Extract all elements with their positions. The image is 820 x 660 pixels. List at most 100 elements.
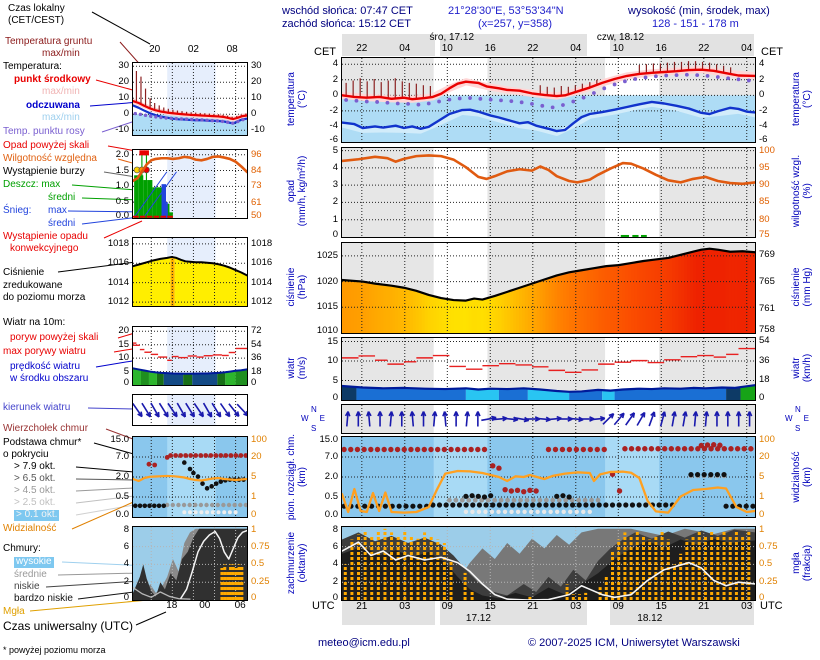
- legend-item-9: Temp. punktu rosy: [3, 126, 85, 137]
- day-label: 17.12: [465, 613, 491, 624]
- axis-tick-left: 2.0: [115, 148, 129, 160]
- time-axis-top-main: 22 04 10 16 22 04 10 16 22 04 śro, 17.12 czw, 18.12: [342, 32, 755, 56]
- time-tick: 04: [399, 43, 411, 54]
- legend-item-2: Temperatura gruntu: [5, 36, 93, 47]
- time-tick: 18: [166, 600, 178, 611]
- sunset-time: zachód słońca: 15:12 CET: [282, 18, 412, 30]
- contact-email[interactable]: meteo@icm.edu.pl: [318, 637, 410, 649]
- legend-item-11: Wilgotność względna: [3, 153, 97, 164]
- legend-item-38: Chmury:: [3, 543, 41, 554]
- legend-item-6: max/min: [42, 86, 80, 97]
- chart-temperature-small: 30 20 10 0 -10 30 20 10 0 -10: [115, 61, 265, 136]
- day-label: śro, 17.12: [429, 32, 475, 43]
- axis-tick-left: 8: [332, 524, 338, 535]
- axis-tick-left: 20: [118, 325, 129, 337]
- day-strip: [610, 34, 755, 56]
- time-axis-bottom-small: 18 00 06: [133, 600, 247, 612]
- axis-tick-left: -2: [329, 104, 338, 116]
- axis-tick-right: 1: [759, 491, 765, 502]
- time-axis-top-small: 20 02 08: [133, 44, 247, 56]
- axis-tick-right: 1012: [251, 296, 273, 308]
- legend-item-27: w środku obszaru: [10, 373, 89, 384]
- day-strip: [439, 34, 588, 56]
- axis-tick-left: 8: [123, 524, 129, 535]
- axis-tick-left: 6: [332, 540, 338, 552]
- axis-tick-left: 4: [332, 161, 338, 173]
- axis-tick-left: 5: [332, 374, 338, 386]
- axis-tick-right: 61: [251, 196, 262, 208]
- axis-tick-right: 30: [251, 60, 262, 72]
- axis-tick-left: 15.0: [319, 434, 339, 445]
- axis-tick-left: 0.5: [115, 491, 129, 502]
- time-tick: 08: [226, 44, 238, 55]
- grid-point: (x=257, y=358): [478, 18, 552, 30]
- chart-cloudiness-small: 8 6 4 2 0 1 0.75 0.5 0.25 0: [124, 525, 270, 602]
- legend-item-44: Czas uniwersalny (UTC): [3, 619, 134, 633]
- time-tick: 22: [527, 43, 539, 54]
- axis-tick-right: -6: [759, 134, 768, 145]
- axis-tick-right: 5: [251, 471, 257, 482]
- time-tick: 02: [187, 44, 199, 55]
- axis-tick-right: 80: [759, 213, 770, 225]
- time-tick: 10: [612, 43, 624, 54]
- axis-tick-right: 0: [251, 108, 257, 120]
- time-tick: 21: [698, 601, 710, 612]
- axis-tick-right: 20: [251, 76, 262, 88]
- legend-item-40: średnie: [14, 569, 47, 580]
- chart-wind-main: 15 10 5 0 54 36 18 0: [327, 336, 769, 402]
- legend-item-35: > 2.5 okt.: [14, 497, 56, 508]
- axis-tick-right: 2: [759, 73, 765, 85]
- cet-label-left: CET: [314, 46, 336, 58]
- legend-item-34: > 4.5 okt.: [14, 485, 56, 496]
- axis-tick-right: 20: [251, 451, 262, 462]
- axis-tick-right: 1014: [251, 276, 273, 288]
- axis-tick-right: 18: [759, 374, 770, 386]
- axis-tick-right: 0: [251, 592, 257, 603]
- axis-tick-left: 2.0: [115, 471, 129, 482]
- altitude-label: wysokość (min, środek, max): [628, 5, 770, 17]
- axis-tick-left: 2: [332, 196, 338, 208]
- axis-tick-left: 0.5: [324, 491, 338, 502]
- axis-tick-right: 0.5: [759, 558, 773, 570]
- axis-tick-right: 5: [759, 471, 765, 482]
- chart-wind-direction-main: [341, 404, 756, 434]
- legend-item-10: Opad powyżej skali: [3, 140, 90, 151]
- axis-tick-right: 0.25: [759, 576, 778, 588]
- time-tick: 15: [655, 601, 667, 612]
- time-tick: 03: [399, 601, 411, 612]
- time-tick: 16: [484, 43, 496, 54]
- legend-item-43: Mgła: [3, 606, 25, 617]
- axis-tick-right: 73: [251, 180, 262, 192]
- time-tick: 21: [527, 601, 539, 612]
- axis-tick-left: 1016: [107, 257, 129, 269]
- axis-tick-right: 95: [759, 161, 770, 173]
- time-tick: 10: [441, 43, 453, 54]
- axis-tick-left: 4: [332, 558, 338, 570]
- axis-tick-right: 85: [759, 196, 770, 208]
- axis-tick-left: -4: [329, 120, 338, 132]
- altitude-values: 128 - 151 - 178 m: [652, 18, 739, 30]
- legend-item-26: prędkość wiatru: [10, 361, 81, 372]
- day-label: czw, 18.12: [596, 32, 645, 43]
- time-tick: 09: [441, 601, 453, 612]
- axis-tick-left: 4: [123, 558, 129, 570]
- legend-item-22: do poziomu morza: [3, 292, 86, 303]
- axis-tick-left: 15.0: [110, 434, 130, 445]
- chart-wind-small: 20 15 10 5 0 72 54 36 18 0: [118, 326, 262, 387]
- chart-wind-direction-small: [132, 394, 248, 426]
- axis-tick-right: 1018: [251, 237, 273, 249]
- axis-tick-left: 30: [118, 60, 129, 72]
- axis-tick-right: 0.75: [759, 540, 778, 552]
- legend-item-21: zredukowane: [3, 280, 63, 291]
- legend-item-39: wysokie: [14, 556, 54, 568]
- axis-tick-left: 0: [332, 392, 338, 403]
- axis-tick-left: 10: [118, 352, 129, 364]
- axis-tick-left: 0.5: [115, 196, 129, 208]
- legend-item-45: * powyżej poziomu morza: [3, 645, 106, 655]
- day-strip: [439, 599, 588, 625]
- axis-tick-right: 100: [251, 434, 267, 445]
- time-tick: 04: [570, 43, 582, 54]
- axis-tick-left: 20: [118, 76, 129, 88]
